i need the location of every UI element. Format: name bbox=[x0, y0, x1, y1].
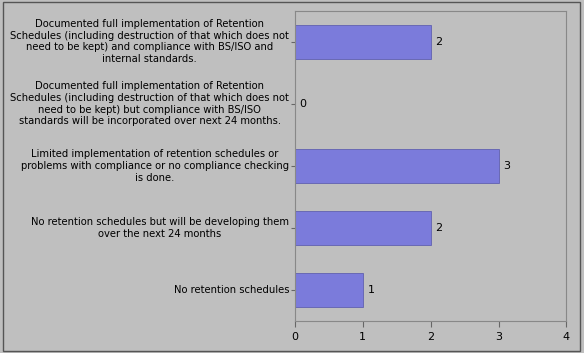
Text: 1: 1 bbox=[367, 285, 374, 295]
Text: Limited implementation of retention schedules or
problems with compliance or no : Limited implementation of retention sche… bbox=[21, 149, 289, 183]
Text: No retention schedules: No retention schedules bbox=[173, 285, 289, 295]
Bar bbox=[295, 273, 363, 307]
Text: Documented full implementation of Retention
Schedules (including destruction of : Documented full implementation of Retent… bbox=[10, 19, 289, 64]
Bar bbox=[295, 211, 431, 245]
Text: Documented full implementation of Retention
Schedules (including destruction of : Documented full implementation of Retent… bbox=[10, 82, 289, 126]
Text: 2: 2 bbox=[436, 223, 443, 233]
Text: No retention schedules but will be developing them
over the next 24 months: No retention schedules but will be devel… bbox=[31, 217, 289, 239]
Text: 3: 3 bbox=[503, 161, 510, 171]
Bar bbox=[295, 149, 499, 183]
Bar bbox=[295, 25, 431, 59]
Text: 0: 0 bbox=[300, 99, 307, 109]
Text: 2: 2 bbox=[436, 37, 443, 47]
